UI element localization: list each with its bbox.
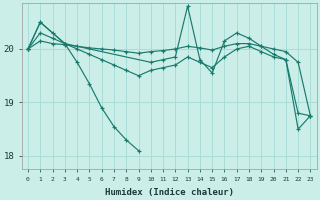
X-axis label: Humidex (Indice chaleur): Humidex (Indice chaleur) bbox=[105, 188, 234, 197]
